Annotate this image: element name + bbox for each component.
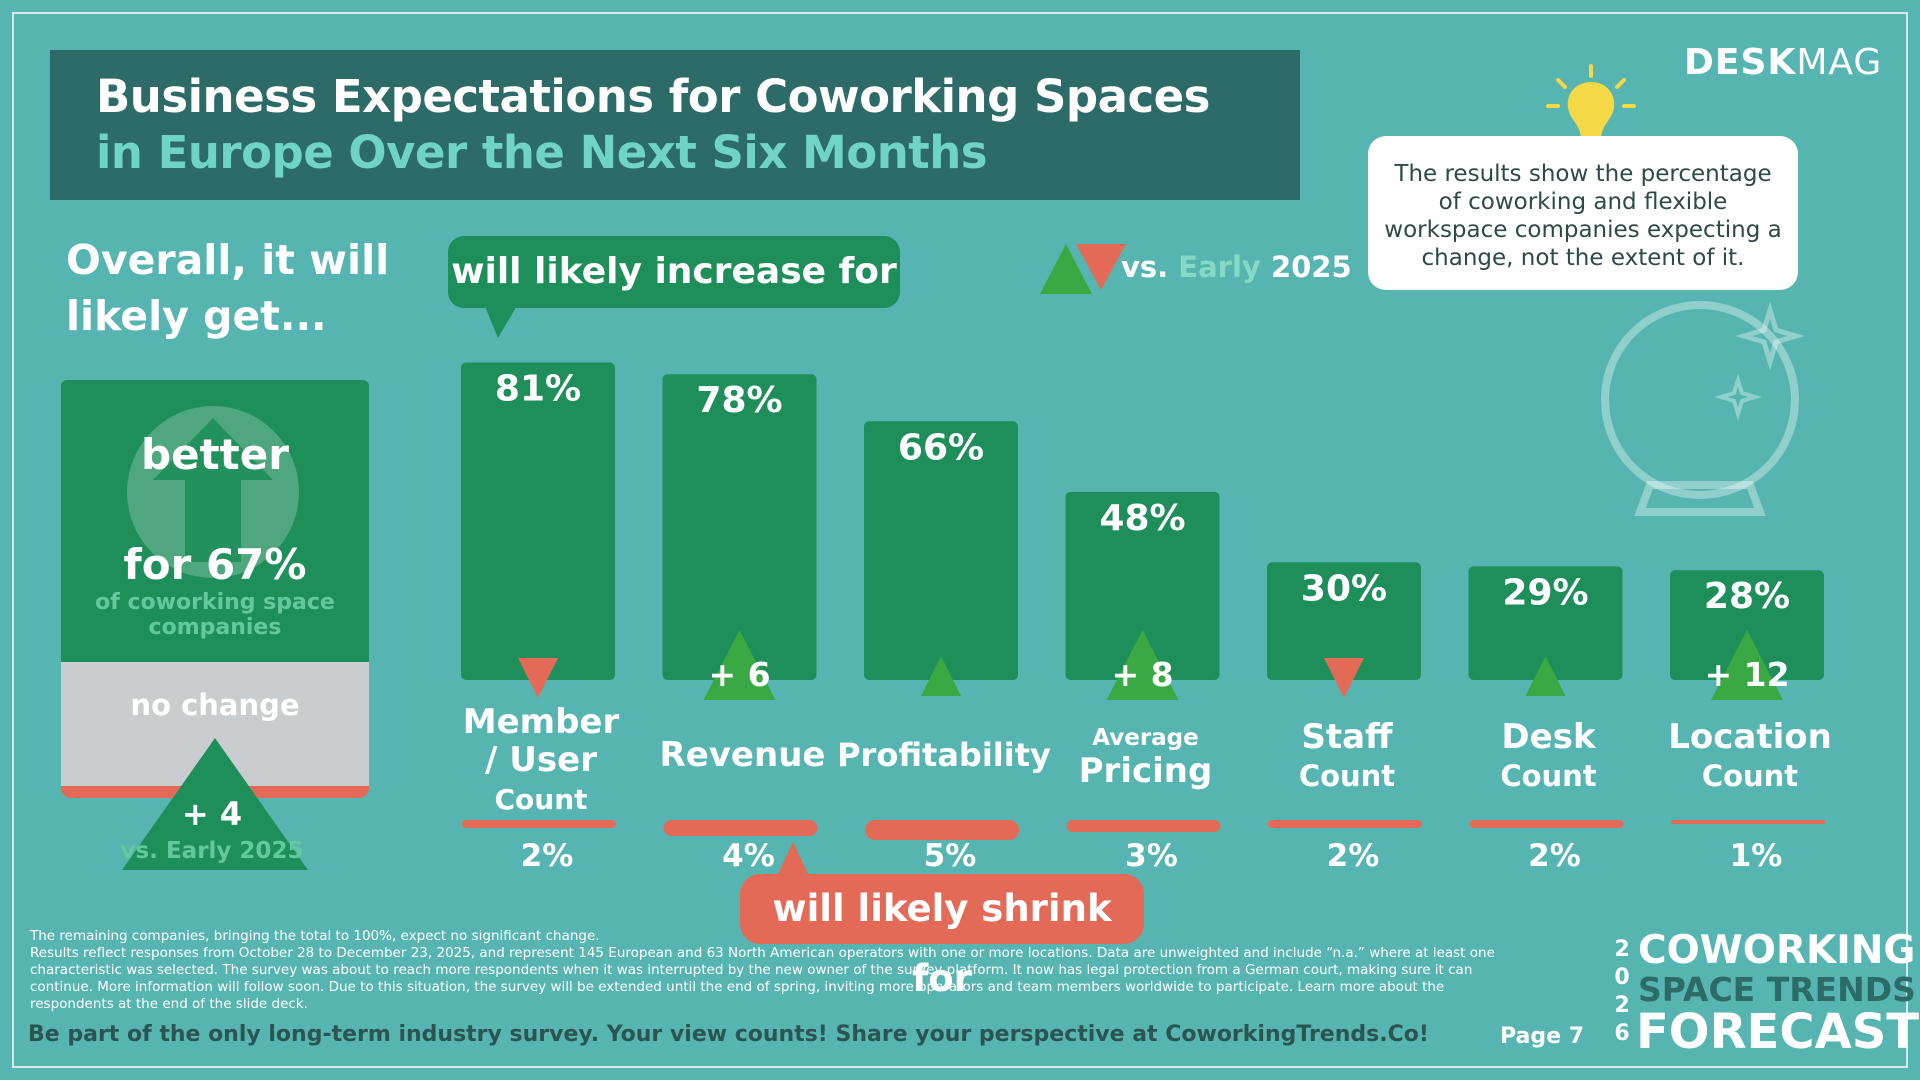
forecast-logo-line2: SPACE TRENDS bbox=[1638, 970, 1916, 1009]
increase-bar bbox=[662, 374, 817, 680]
shrink-bar bbox=[1469, 820, 1624, 828]
shrink-bar bbox=[1268, 820, 1422, 828]
up-triangle-icon bbox=[1711, 630, 1783, 700]
overall-delta-sub: vs. Early 2025 bbox=[120, 838, 304, 864]
shrink-bar bbox=[865, 820, 1019, 840]
brand-logo: DESKMAG bbox=[1684, 42, 1882, 83]
forecast-logo-line1: COWORKING bbox=[1638, 928, 1916, 973]
increase-callout-pointer bbox=[484, 304, 518, 338]
category-label: / User bbox=[485, 740, 597, 780]
category-label: Count bbox=[1500, 759, 1596, 793]
legend-vs: vs. bbox=[1121, 250, 1169, 284]
increase-value-label: 81% bbox=[495, 368, 581, 409]
year-digit: 2 bbox=[1614, 937, 1630, 962]
increase-value-label: 78% bbox=[696, 380, 782, 421]
increase-callout: will likely increase for bbox=[448, 236, 900, 308]
category-label: Count bbox=[1702, 759, 1798, 793]
category-label: Count bbox=[1299, 759, 1395, 793]
increase-value-label: 29% bbox=[1502, 572, 1588, 613]
page-number: Page 7 bbox=[1500, 1024, 1585, 1049]
overall-better-label: better bbox=[141, 430, 289, 479]
category-label: Revenue bbox=[660, 735, 826, 775]
down-triangle-icon bbox=[1324, 658, 1364, 698]
shrink-bar bbox=[1671, 820, 1825, 824]
up-triangle-icon bbox=[1525, 656, 1566, 696]
page-title: Business Expectations for Coworking Spac… bbox=[96, 70, 1210, 123]
page-subtitle: in Europe Over the Next Six Months bbox=[96, 126, 988, 179]
category-label: Profitability bbox=[837, 736, 1051, 774]
legend-early: Early bbox=[1178, 250, 1261, 284]
change-label: + 6 bbox=[708, 655, 770, 694]
shrink-callout: will likely shrink for bbox=[740, 874, 1144, 1000]
slide-frame bbox=[12, 12, 1908, 1068]
overall-better-card bbox=[61, 380, 369, 662]
shrink-bar bbox=[663, 820, 818, 836]
shrink-value-label: 1% bbox=[1730, 838, 1783, 874]
legend-year: 2025 bbox=[1270, 250, 1352, 284]
footnotes: The remaining companies, bringing the to… bbox=[30, 928, 1500, 1013]
overall-better-pct: for 67% bbox=[123, 540, 307, 589]
increase-bar bbox=[1065, 491, 1220, 680]
up-triangle-icon bbox=[921, 656, 961, 696]
forecast-logo-line3: FORECAST bbox=[1636, 1004, 1920, 1060]
up-triangle-icon bbox=[703, 630, 776, 700]
shrink-value-label: 2% bbox=[1528, 838, 1581, 874]
legend-label: vs. Early 2025 bbox=[1121, 250, 1352, 284]
shrink-callout-pointer bbox=[776, 842, 810, 878]
explanation-note: The results show the percentage of cowor… bbox=[1368, 136, 1798, 290]
overall-up-triangle-icon bbox=[122, 738, 308, 870]
category-label: Pricing bbox=[1079, 751, 1213, 791]
increase-bar bbox=[1267, 562, 1421, 680]
footnote-1: The remaining companies, bringing the to… bbox=[30, 928, 600, 944]
increase-bar bbox=[461, 362, 615, 680]
shrink-bar bbox=[462, 820, 616, 828]
increase-bar bbox=[864, 421, 1018, 680]
category-label: Count bbox=[494, 783, 587, 816]
year-digit: 6 bbox=[1614, 1021, 1630, 1046]
footer-cta[interactable]: Be part of the only long-term industry s… bbox=[28, 1022, 1429, 1047]
increase-bar bbox=[1468, 566, 1623, 680]
shrink-value-label: 2% bbox=[1327, 838, 1380, 874]
category-label: Average bbox=[1092, 725, 1199, 751]
title-banner bbox=[50, 50, 1300, 200]
footnote-2: Results reflect responses from October 2… bbox=[30, 945, 1495, 1012]
increase-bar bbox=[1670, 570, 1824, 680]
category-label: Location bbox=[1668, 717, 1832, 757]
shrink-bar bbox=[1066, 820, 1221, 832]
category-label: Desk bbox=[1501, 717, 1597, 757]
overall-better-sub: of coworking space companies bbox=[95, 590, 335, 640]
brand-logo-bold: DESK bbox=[1684, 42, 1797, 83]
up-triangle-icon bbox=[1106, 630, 1179, 700]
change-label: + 12 bbox=[1704, 655, 1789, 694]
brand-logo-thin: MAG bbox=[1796, 42, 1883, 83]
increase-value-label: 66% bbox=[898, 427, 984, 468]
category-label: Staff bbox=[1301, 717, 1393, 757]
down-triangle-icon bbox=[518, 658, 558, 698]
up-arrow-circle-icon bbox=[127, 406, 299, 578]
shrink-value-label: 3% bbox=[1125, 838, 1178, 874]
overall-heading: Overall, it will likely get... bbox=[66, 236, 390, 340]
crystal-ball-icon bbox=[1601, 301, 1805, 516]
legend-triangles-icon bbox=[1040, 244, 1126, 294]
overall-no-change-label: no change bbox=[130, 688, 300, 722]
shrink-value-label: 2% bbox=[521, 838, 574, 874]
overall-delta: + 4 bbox=[181, 795, 243, 833]
change-label: + 8 bbox=[1111, 655, 1173, 694]
category-label: Member bbox=[463, 702, 620, 742]
increase-value-label: 28% bbox=[1704, 576, 1790, 617]
forecast-year: 2 0 2 6 bbox=[1612, 936, 1632, 1048]
shrink-value-label: 4% bbox=[722, 838, 775, 874]
increase-value-label: 48% bbox=[1099, 498, 1185, 539]
increase-value-label: 30% bbox=[1301, 568, 1387, 609]
year-digit: 0 bbox=[1614, 965, 1630, 990]
shrink-value-label: 5% bbox=[924, 838, 977, 874]
year-digit: 2 bbox=[1614, 993, 1630, 1018]
